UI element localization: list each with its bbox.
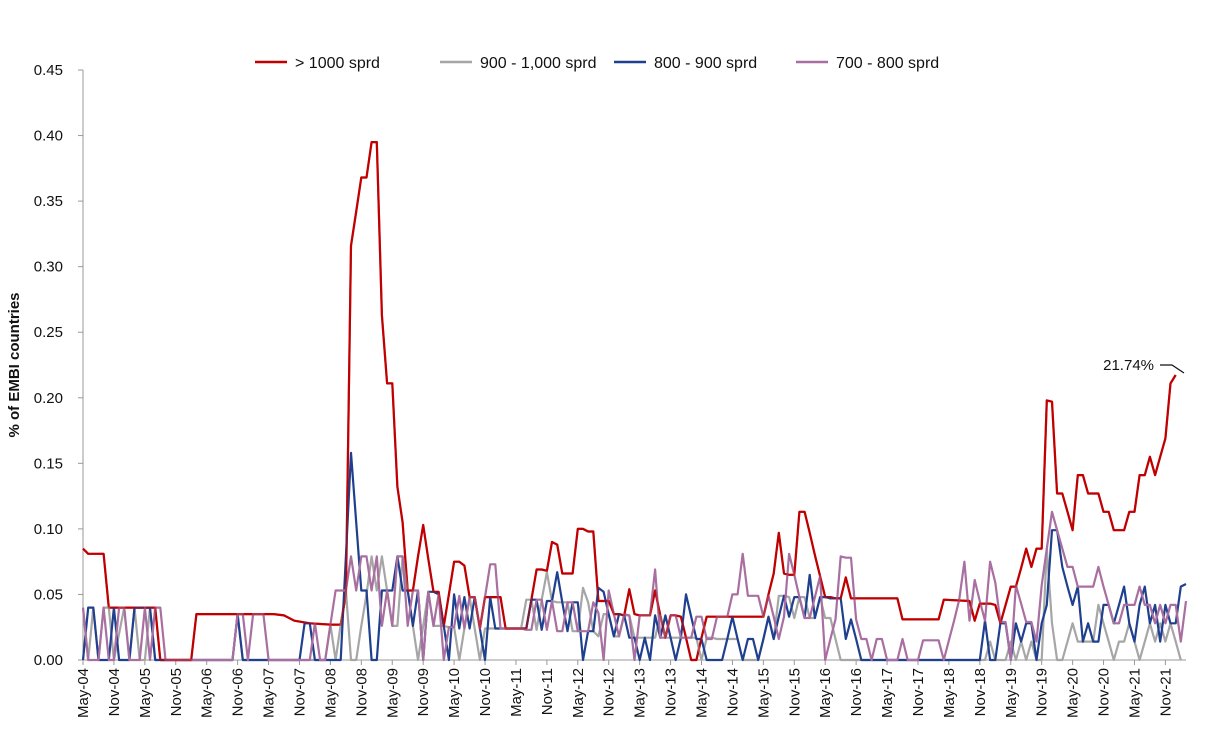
x-tick-label: May-16 [817,668,834,718]
x-tick-label: Nov-10 [477,668,494,716]
x-tick-label: May-06 [199,668,216,718]
x-tick-label: May-12 [570,668,587,718]
y-tick-label: 0.10 [34,521,63,538]
x-tick-label: May-09 [384,668,401,718]
x-tick-label: Nov-12 [601,668,618,716]
y-tick-label: 0.05 [34,586,63,603]
y-axis-title-group: % of EMBI countries [6,292,23,437]
x-tick-label: Nov-18 [972,668,989,716]
x-tick-label: May-17 [879,668,896,718]
x-tick-label: Nov-19 [1034,668,1051,716]
x-tick-label: Nov-04 [106,668,123,716]
annotation-leader-line [1160,364,1185,374]
series-line-1-overlay [82,141,1177,662]
x-tick-label: Nov-14 [724,668,741,716]
series-line-1 [82,141,1177,662]
x-tick-label: Nov-09 [415,668,432,716]
y-tick-label: 0.35 [34,193,63,210]
x-tick-label: May-08 [322,668,339,718]
y-tick-label: 0.15 [34,455,63,472]
x-tick-label: May-18 [941,668,958,718]
x-tick-label: May-13 [632,668,649,718]
x-tick-label: May-19 [1003,668,1020,718]
series-layer [81,141,1188,662]
x-tick-label: Nov-05 [168,668,185,716]
x-tick-label: Nov-08 [353,668,370,716]
x-tick-label: Nov-07 [291,668,308,716]
x-tick-label: Nov-13 [663,668,680,716]
x-tick-label: Nov-15 [786,668,803,716]
y-tick-label: 0.40 [34,128,63,145]
series-line-3 [81,451,1187,662]
x-tick-label: Nov-06 [230,668,247,716]
x-tick-label: Nov-20 [1096,668,1113,716]
x-tick-label: May-20 [1065,668,1082,718]
x-tick-label: May-11 [508,668,525,717]
y-tick-label: 0.45 [34,62,63,79]
x-tick-label: May-07 [261,668,278,718]
y-tick-label: 0.25 [34,324,63,341]
x-tick-label: Nov-16 [848,668,865,716]
legend-label: > 1000 sprd [295,55,380,72]
legend-label: 700 - 800 sprd [836,55,939,72]
x-tick-label: Nov-11 [539,668,556,715]
legend: > 1000 sprd 900 - 1,000 sprd 800 - 900 spr… [255,55,939,72]
legend-label: 900 - 1,000 sprd [480,55,597,72]
x-tick-label: May-21 [1126,668,1143,718]
x-tick-label: May-15 [755,668,772,718]
x-tick-label: May-04 [75,668,92,718]
x-tick-label: May-14 [694,668,711,718]
x-tick-label: Nov-17 [910,668,927,716]
annotation-label: 21.74% [1103,357,1154,374]
x-tick-label: Nov-21 [1157,668,1174,716]
annotation: 21.74% [1103,357,1185,374]
y-tick-label: 0.20 [34,390,63,407]
legend-label: 800 - 900 sprd [654,55,757,72]
y-tick-label: 0.00 [34,652,63,669]
x-tick-label: May-10 [446,668,463,718]
x-tick-label: May-05 [137,668,154,718]
y-axis-title: % of EMBI countries [6,292,23,437]
y-tick-label: 0.30 [34,259,63,276]
